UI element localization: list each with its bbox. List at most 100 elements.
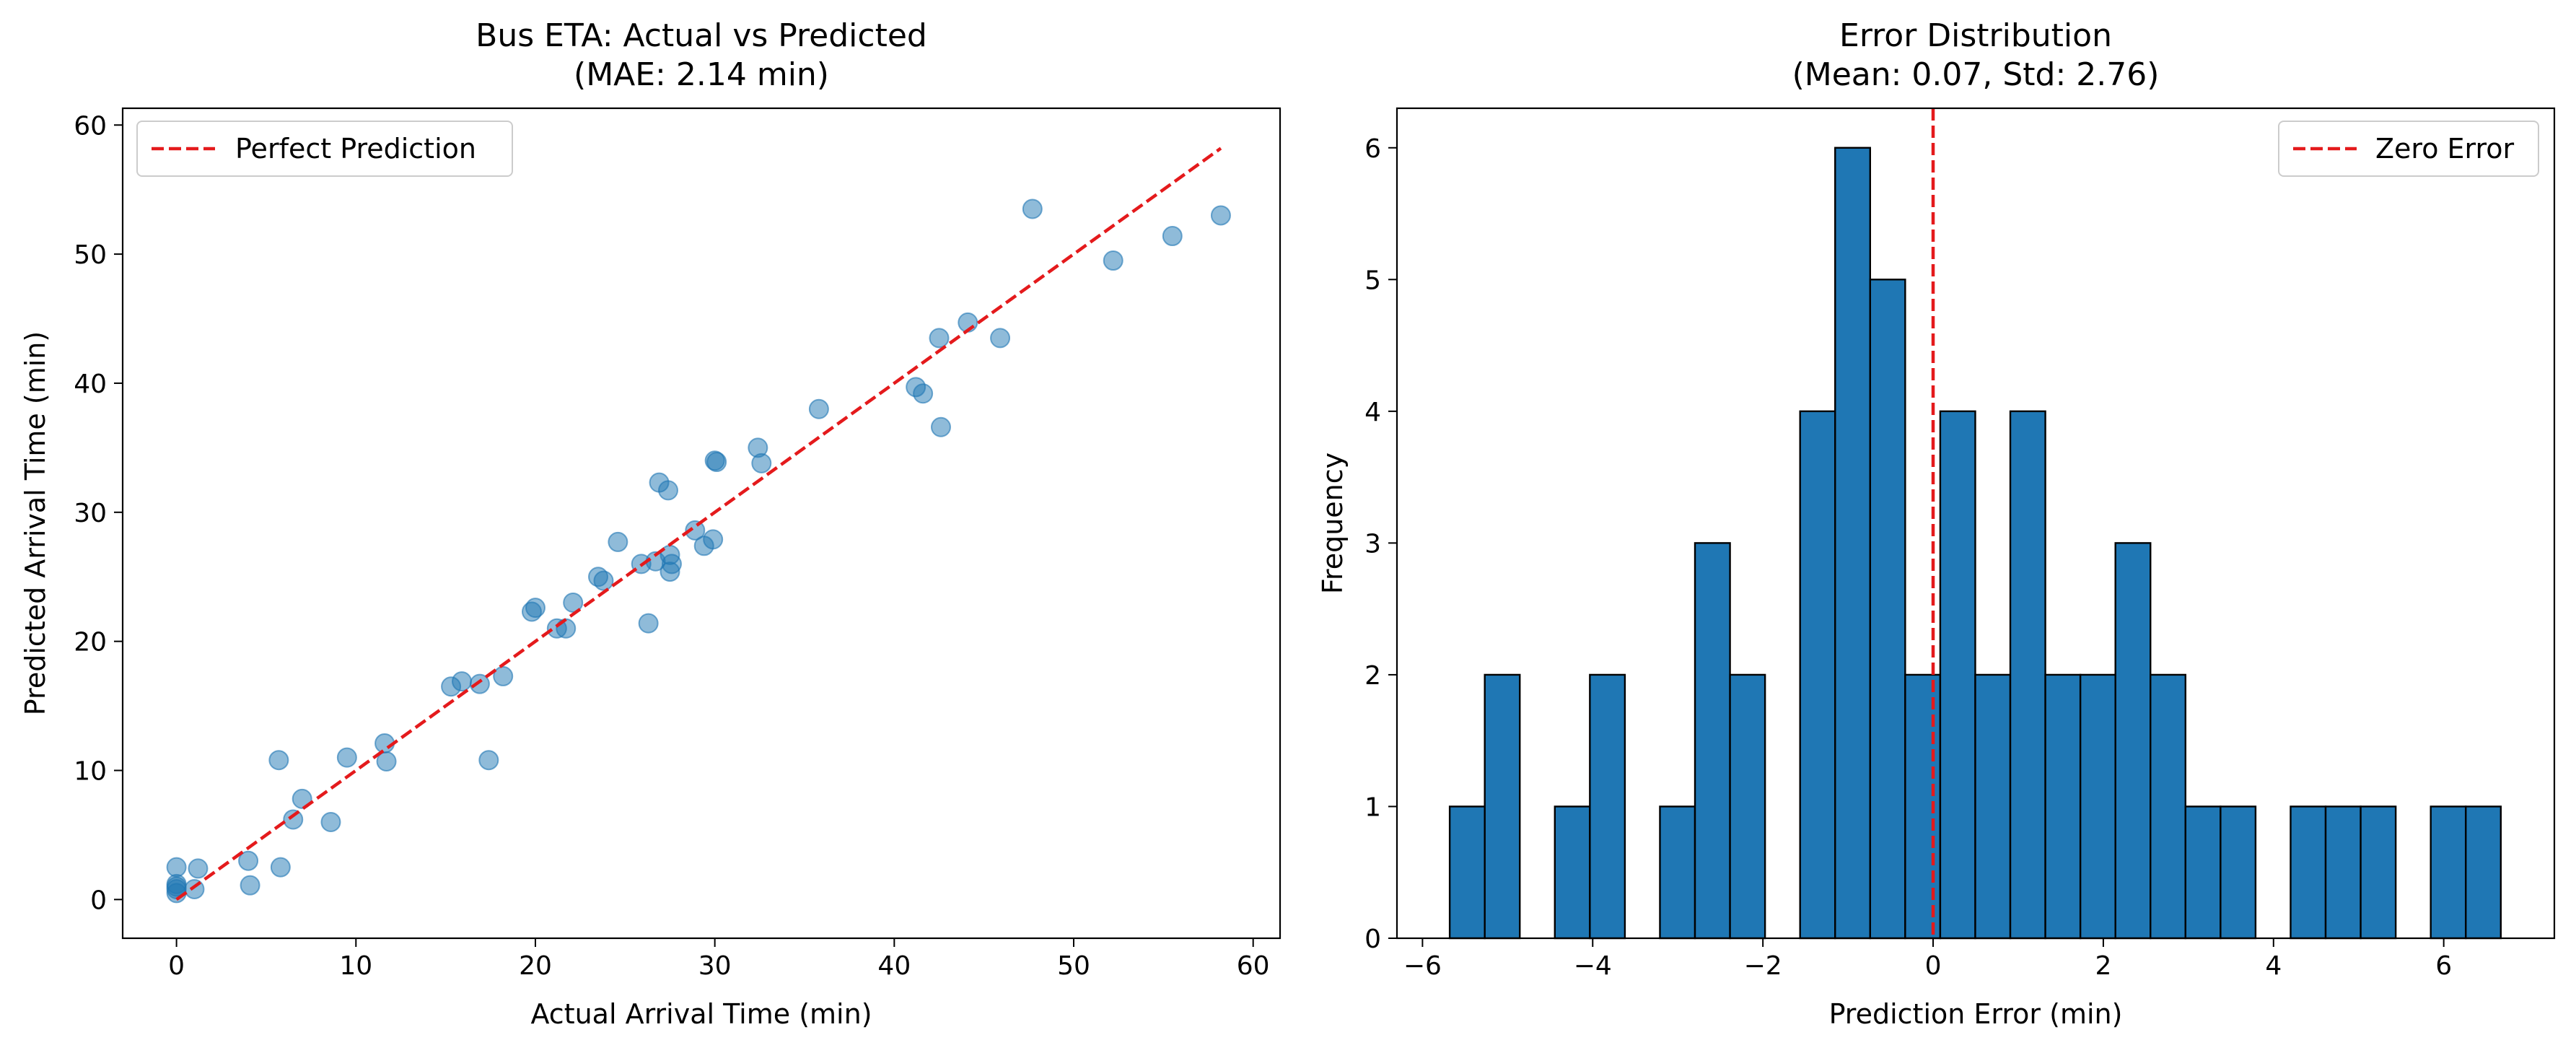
histogram-ticks: −6 −4 −2 0 2 4 6 0 1 2 3 4 5 6 bbox=[1364, 134, 2452, 981]
scatter-point bbox=[661, 554, 682, 574]
histogram-bar bbox=[1869, 279, 1906, 940]
scatter-legend-box bbox=[136, 121, 513, 177]
scatter-point bbox=[525, 598, 546, 619]
scatter-point bbox=[657, 480, 678, 501]
histogram-bar bbox=[1799, 410, 1836, 940]
x-tick-label: −2 bbox=[1744, 951, 1782, 981]
scatter-subtitle: (MAE: 2.14 min) bbox=[574, 56, 829, 93]
scatter-point bbox=[184, 879, 205, 900]
scatter-point bbox=[493, 665, 514, 686]
histogram-bar bbox=[2044, 673, 2082, 940]
y-tick-label: 20 bbox=[74, 628, 107, 657]
scatter-point bbox=[608, 531, 628, 552]
scatter-point bbox=[268, 750, 289, 771]
scatter-point bbox=[270, 857, 291, 878]
histogram-bar bbox=[1448, 805, 1486, 940]
y-tick-label: 3 bbox=[1364, 529, 1381, 559]
histogram-panel: Error Distribution (Mean: 0.07, Std: 2.7… bbox=[1317, 17, 2556, 1030]
histogram-y-axis-label: Frequency bbox=[1317, 453, 1349, 594]
scatter-point bbox=[563, 592, 584, 613]
histogram-bar bbox=[2360, 805, 2397, 940]
scatter-point bbox=[238, 850, 259, 871]
histogram-title: Error Distribution bbox=[1839, 17, 2112, 54]
scatter-point bbox=[593, 570, 614, 591]
histogram-legend: Zero Error bbox=[2278, 121, 2539, 177]
scatter-point bbox=[706, 452, 727, 473]
x-tick-label: 4 bbox=[2265, 951, 2282, 981]
histogram-axes-frame bbox=[1396, 107, 2556, 940]
scatter-point bbox=[283, 809, 304, 830]
scatter-point bbox=[336, 747, 357, 768]
x-tick-label: −6 bbox=[1403, 951, 1442, 981]
histogram-bar bbox=[2430, 805, 2467, 940]
scatter-point bbox=[1210, 205, 1231, 226]
histogram-bar bbox=[2220, 805, 2257, 940]
scatter-point bbox=[751, 453, 772, 473]
scatter-point bbox=[638, 613, 659, 634]
histogram-x-axis-label: Prediction Error (min) bbox=[1829, 998, 2123, 1030]
scatter-point bbox=[990, 328, 1011, 349]
scatter-point bbox=[929, 328, 950, 349]
scatter-x-axis-label: Actual Arrival Time (min) bbox=[530, 998, 872, 1030]
scatter-point bbox=[320, 812, 341, 833]
scatter-point bbox=[166, 857, 187, 878]
histogram-bar bbox=[1939, 410, 1976, 940]
scatter-point bbox=[1103, 250, 1123, 271]
histogram-bar bbox=[1904, 673, 1942, 940]
y-tick-label: 2 bbox=[1364, 661, 1381, 691]
scatter-point bbox=[913, 383, 934, 404]
histogram-bar bbox=[1834, 147, 1872, 940]
scatter-legend-label: Perfect Prediction bbox=[235, 133, 476, 165]
y-tick-label: 1 bbox=[1364, 792, 1381, 822]
scatter-point bbox=[1162, 226, 1183, 247]
histogram-bar bbox=[2324, 805, 2362, 940]
scatter-point bbox=[930, 416, 951, 437]
scatter-ticks: 0 10 20 30 40 50 60 0 10 20 30 40 50 60 bbox=[74, 111, 1269, 981]
y-tick-label: 6 bbox=[1364, 134, 1381, 164]
scatter-point bbox=[292, 788, 312, 809]
y-tick-label: 0 bbox=[90, 886, 107, 915]
histogram-bar bbox=[1554, 805, 1591, 940]
scatter-point bbox=[1022, 198, 1043, 219]
y-tick-label: 0 bbox=[1364, 925, 1381, 954]
histogram-bar bbox=[2114, 542, 2152, 940]
x-tick-label: 40 bbox=[877, 951, 911, 981]
histogram-bar bbox=[1974, 673, 2012, 940]
histogram-bar bbox=[1659, 805, 1696, 940]
histogram-legend-box bbox=[2278, 121, 2539, 177]
histogram-bar bbox=[2465, 805, 2502, 940]
histogram-bar bbox=[1484, 673, 1521, 940]
scatter-panel: Bus ETA: Actual vs Predicted (MAE: 2.14 … bbox=[19, 17, 1282, 1030]
x-tick-label: 50 bbox=[1057, 951, 1090, 981]
x-tick-label: 2 bbox=[2095, 951, 2111, 981]
perfect-prediction-line bbox=[175, 147, 1222, 901]
scatter-point bbox=[685, 520, 706, 541]
y-tick-label: 60 bbox=[74, 111, 107, 141]
x-tick-label: −4 bbox=[1574, 951, 1612, 981]
histogram-bar bbox=[1694, 542, 1731, 940]
histogram-bar bbox=[2150, 673, 2187, 940]
scatter-point bbox=[703, 529, 724, 550]
histogram-bar bbox=[1589, 673, 1626, 940]
scatter-point bbox=[808, 398, 829, 419]
y-tick-label: 50 bbox=[74, 240, 107, 270]
x-tick-label: 60 bbox=[1237, 951, 1270, 981]
histogram-bars bbox=[1448, 147, 2502, 940]
y-tick-label: 10 bbox=[74, 756, 107, 786]
scatter-point bbox=[376, 751, 397, 772]
x-tick-label: 30 bbox=[698, 951, 732, 981]
histogram-bar bbox=[2290, 805, 2327, 940]
y-tick-label: 4 bbox=[1364, 398, 1381, 427]
scatter-y-axis-label: Predicted Arrival Time (min) bbox=[19, 331, 51, 715]
x-tick-label: 0 bbox=[1925, 951, 1942, 981]
histogram-legend-label: Zero Error bbox=[2375, 133, 2515, 165]
histogram-bar bbox=[2079, 673, 2116, 940]
histogram-bar bbox=[2009, 410, 2046, 940]
scatter-point bbox=[478, 750, 499, 771]
scatter-point bbox=[452, 671, 473, 692]
x-tick-label: 0 bbox=[168, 951, 185, 981]
histogram-bar bbox=[1729, 673, 1766, 940]
scatter-point bbox=[240, 875, 260, 896]
x-tick-label: 20 bbox=[519, 951, 552, 981]
y-tick-label: 30 bbox=[74, 499, 107, 528]
